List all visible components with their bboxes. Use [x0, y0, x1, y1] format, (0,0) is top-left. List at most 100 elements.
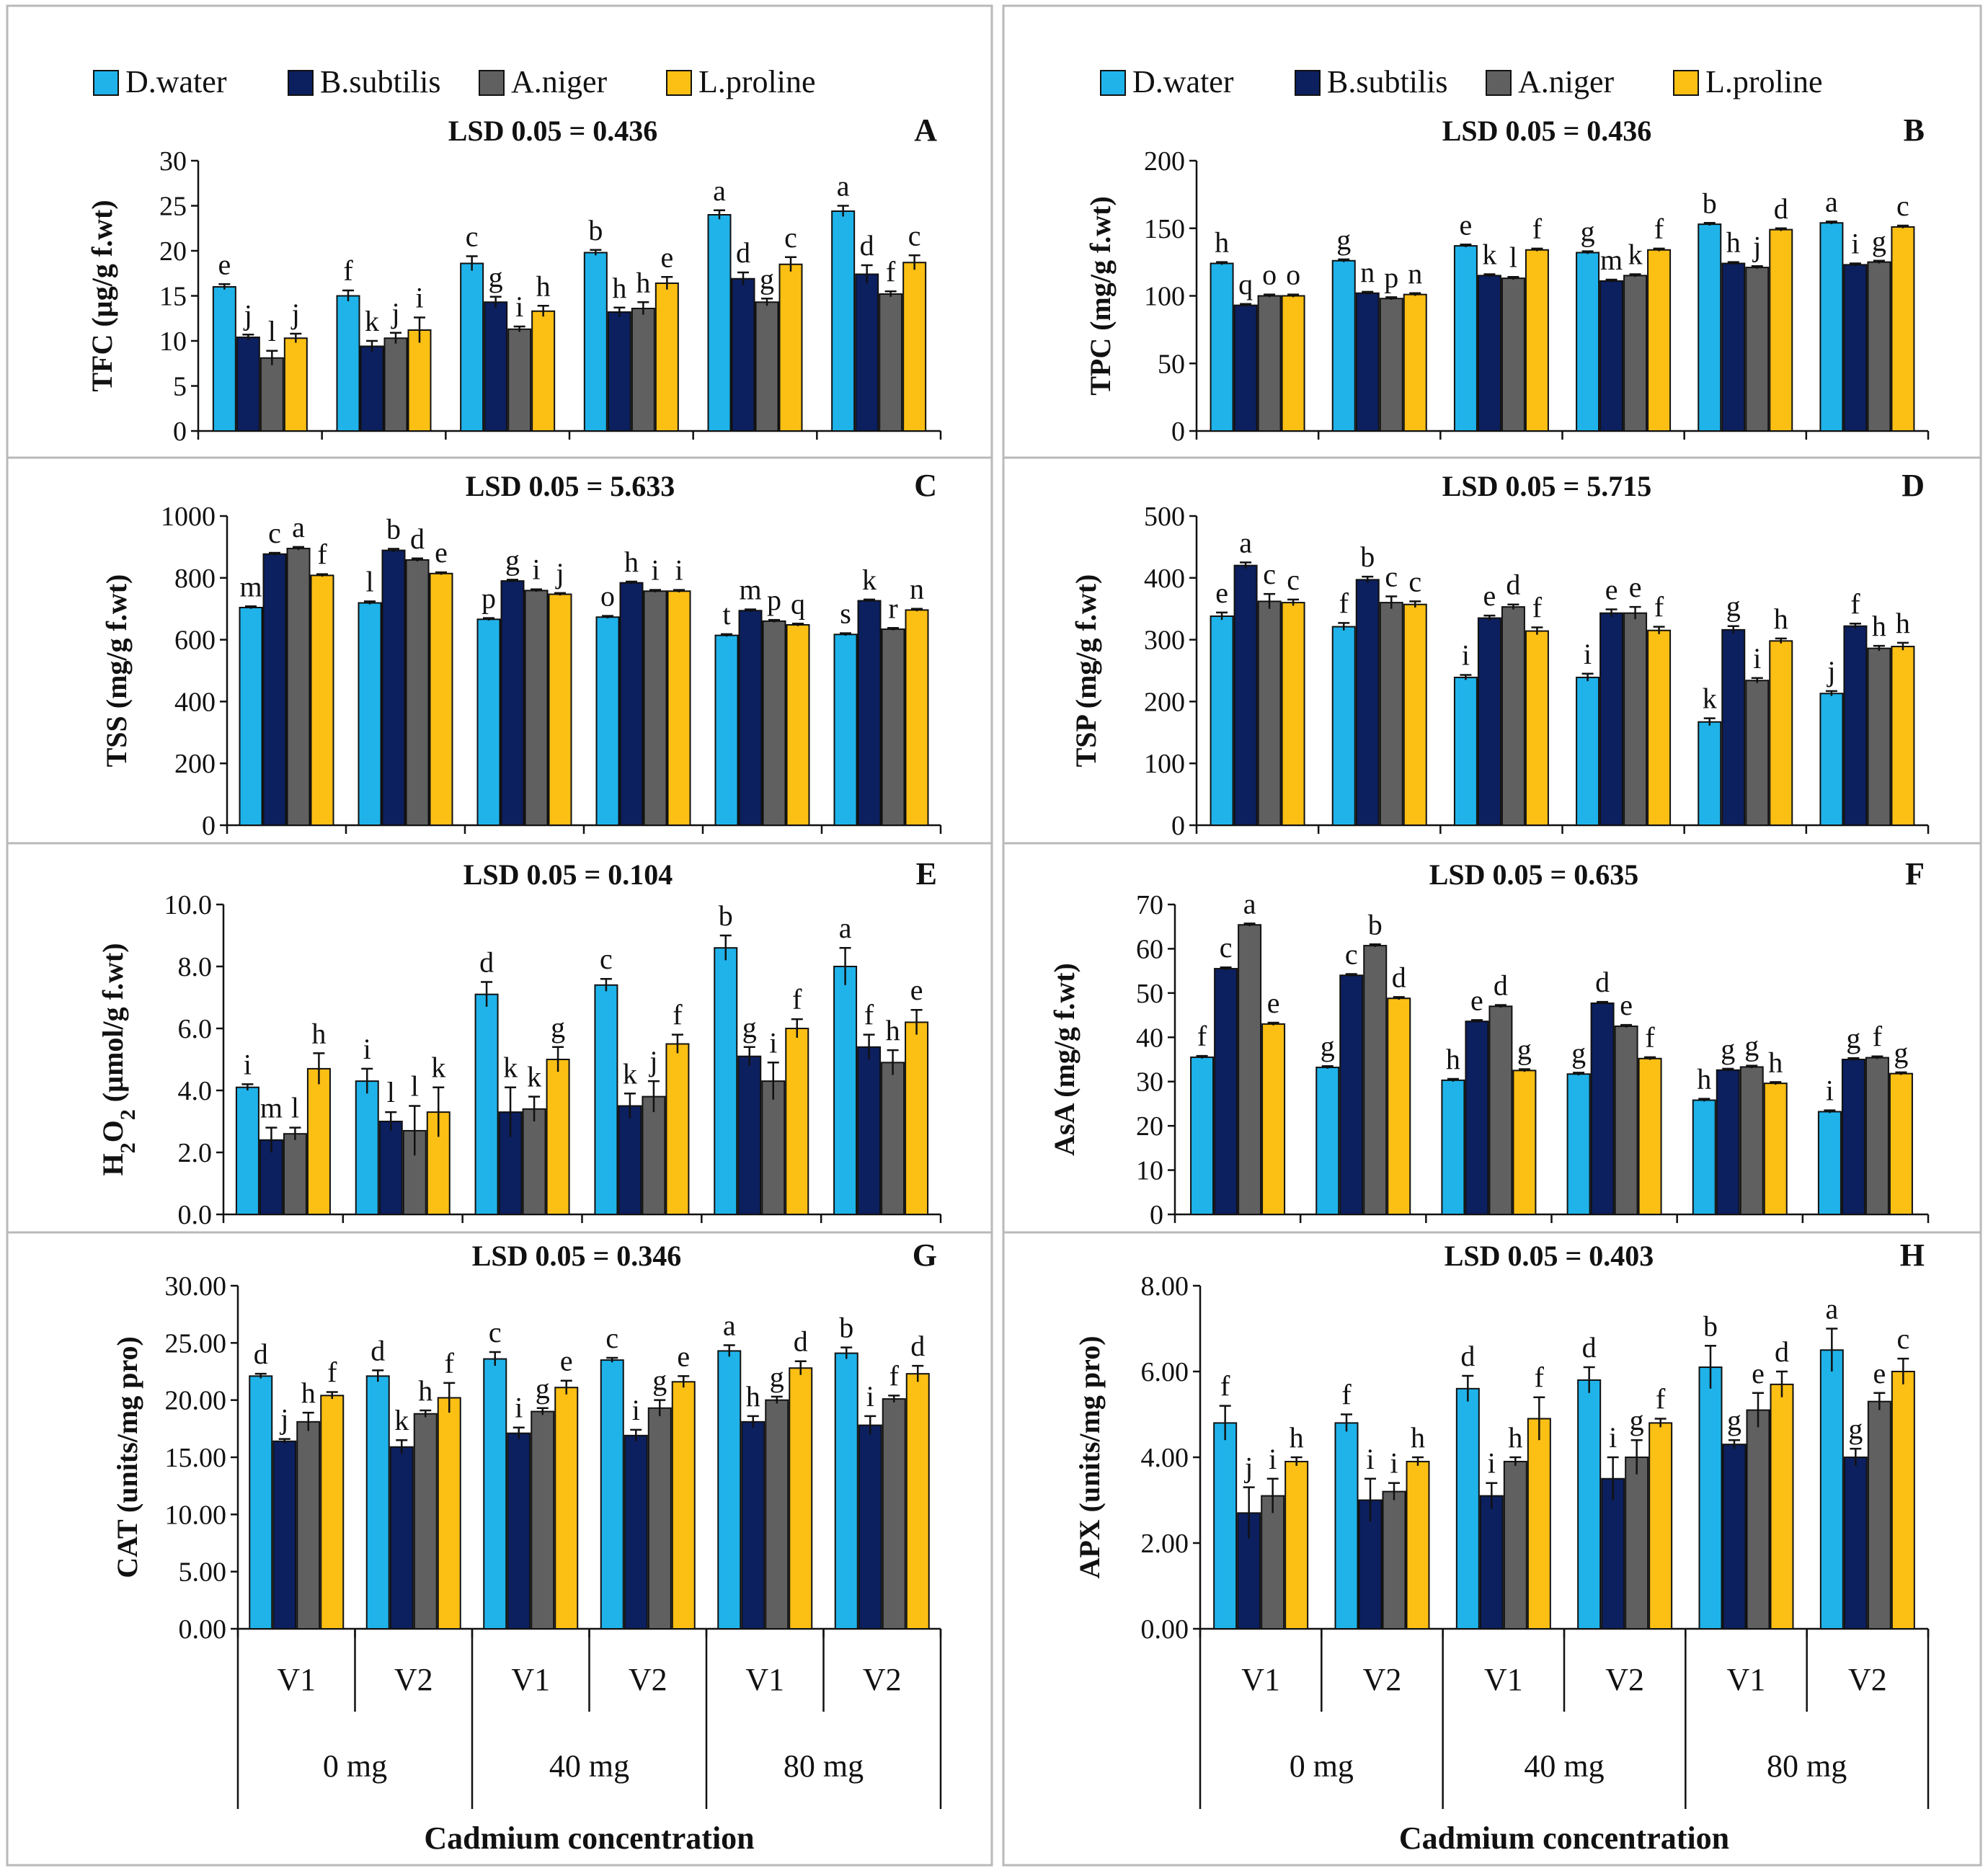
legend-label: B.subtilis: [1327, 64, 1448, 99]
bar-a-niger: [882, 1398, 906, 1630]
significance-letter: f: [1656, 1382, 1666, 1415]
significance-letter: d: [1774, 192, 1788, 225]
panel-label: D: [1902, 468, 1925, 503]
significance-letter: c: [489, 1316, 502, 1348]
significance-letter: d: [370, 1334, 385, 1366]
significance-letter: a: [713, 174, 726, 207]
bar-d-water: [1698, 223, 1722, 432]
y-tick-label: 200: [1144, 687, 1185, 717]
bar-l-proline: [548, 593, 572, 826]
bar-l-proline: [1891, 226, 1915, 432]
y-tick-label: 6.00: [1141, 1357, 1189, 1387]
significance-letter: f: [317, 538, 327, 571]
y-tick-label: 20: [1136, 1111, 1163, 1142]
significance-letter: e: [660, 241, 673, 273]
y-axis-label: H2O2 (µmol/g f.wt): [97, 943, 140, 1175]
y-tick-label: 0.00: [1141, 1614, 1189, 1645]
y-tick-label: 5: [173, 372, 187, 402]
bar-d-water: [714, 947, 738, 1215]
significance-letter: g: [1848, 1413, 1863, 1445]
panel-label: C: [914, 468, 937, 503]
significance-letter: i: [769, 1026, 777, 1059]
significance-letter: g: [1744, 1030, 1759, 1062]
significance-letter: g: [1872, 225, 1886, 257]
bar-b-subtilis: [858, 1424, 882, 1630]
significance-letter: g: [742, 1011, 757, 1044]
significance-letter: g: [760, 262, 774, 295]
y-tick-label: 150: [1144, 214, 1185, 244]
significance-letter: i: [1488, 1447, 1496, 1480]
cadmium-label: 0 mg: [1290, 1748, 1354, 1784]
bar-l-proline: [554, 1387, 579, 1630]
bar-l-proline: [789, 1367, 813, 1630]
significance-letter: h: [1774, 603, 1788, 635]
significance-letter: d: [1460, 1340, 1475, 1372]
bar-l-proline: [1281, 295, 1305, 432]
significance-letter: f: [1197, 1020, 1207, 1052]
significance-letter: e: [1215, 577, 1228, 609]
y-tick-label: 4.0: [178, 1076, 213, 1106]
bar-l-proline: [1261, 1023, 1286, 1216]
bar-b-subtilis: [619, 582, 644, 826]
significance-letter: d: [1494, 969, 1508, 1001]
significance-letter: e: [1267, 987, 1280, 1019]
significance-letter: h: [624, 546, 639, 578]
significance-letter: c: [1408, 565, 1421, 597]
significance-letter: e: [1483, 579, 1496, 612]
bar-b-subtilis: [1477, 617, 1501, 826]
significance-letter: h: [886, 1014, 900, 1046]
lsd-label: LSD 0.05 = 0.346: [472, 1240, 682, 1272]
bar-a-niger: [643, 590, 667, 826]
y-tick-label: 300: [1144, 626, 1185, 656]
significance-letter: h: [1896, 607, 1910, 639]
bar-a-niger: [259, 357, 284, 432]
bar-l-proline: [905, 1373, 930, 1630]
y-tick-label: 400: [174, 687, 216, 717]
significance-letter: a: [1825, 185, 1838, 218]
significance-letter: g: [1630, 1404, 1644, 1436]
significance-letter: q: [791, 587, 805, 620]
bar-d-water: [365, 1375, 390, 1630]
significance-letter: k: [623, 1057, 637, 1090]
bar-a-niger: [1623, 612, 1648, 826]
bar-d-water: [1210, 615, 1234, 826]
significance-letter: i: [1753, 642, 1761, 675]
panel-label: B: [1904, 112, 1925, 148]
variety-label: V1: [1727, 1662, 1766, 1697]
significance-letter: k: [1482, 239, 1496, 271]
bar-a-niger: [1867, 261, 1891, 432]
bar-a-niger: [524, 590, 549, 826]
bar-a-niger: [1739, 1066, 1764, 1216]
bar-b-subtilis: [484, 301, 508, 432]
bar-d-water: [583, 252, 608, 432]
bar-b-subtilis: [607, 311, 631, 432]
bar-b-subtilis: [1233, 564, 1258, 826]
significance-letter: b: [719, 899, 733, 932]
bar-l-proline: [531, 310, 556, 432]
significance-letter: i: [515, 1392, 523, 1424]
y-tick-label: 70: [1136, 890, 1163, 920]
significance-letter: q: [1238, 268, 1253, 301]
y-axis-label: CAT (units/mg pro): [111, 1336, 143, 1578]
bar-a-niger: [879, 293, 903, 432]
legend-swatch: [1673, 70, 1699, 96]
bar-a-niger: [286, 548, 311, 826]
bar-a-niger: [1867, 1400, 1891, 1630]
significance-letter: h: [301, 1377, 316, 1409]
significance-letter: i: [1826, 1075, 1834, 1107]
significance-letter: f: [792, 983, 802, 1015]
significance-letter: g: [1846, 1022, 1860, 1054]
bar-l-proline: [665, 1043, 690, 1215]
significance-letter: l: [291, 1092, 299, 1124]
significance-letter: e: [218, 248, 231, 280]
bar-b-subtilis: [1843, 1457, 1868, 1630]
bar-l-proline: [320, 1395, 345, 1630]
significance-letter: a: [292, 511, 305, 543]
y-tick-label: 25: [159, 192, 187, 222]
significance-letter: d: [910, 1330, 925, 1362]
bar-a-niger: [1867, 647, 1891, 826]
legend-swatch: [479, 70, 505, 96]
significance-letter: b: [1703, 1310, 1718, 1342]
significance-letter: e: [1629, 571, 1642, 603]
